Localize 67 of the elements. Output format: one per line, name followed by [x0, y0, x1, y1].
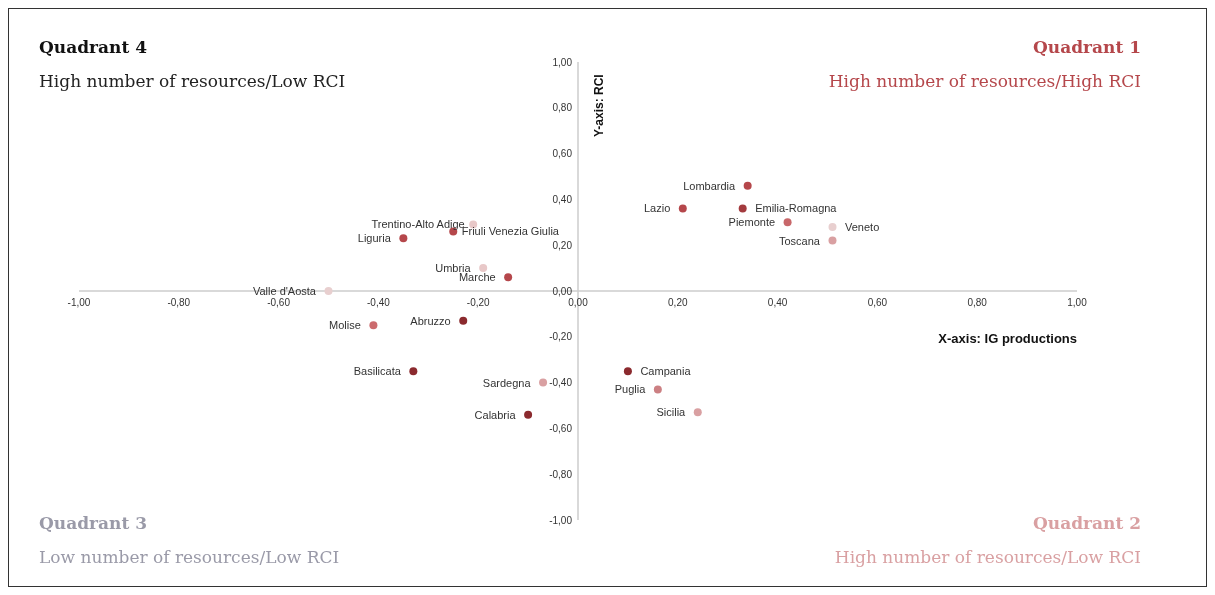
text: High number of resources/Low RCI [834, 547, 1141, 567]
x-tick-label: 0,80 [967, 297, 988, 309]
annotation: Quadrant 2 [1032, 513, 1141, 533]
series-label: Abruzzo [410, 314, 451, 327]
series-label: Liguria [357, 232, 392, 245]
series-label: Friuli Venezia Giulia [461, 225, 560, 238]
x-tick-label: -0,20 [466, 297, 491, 309]
y-tick-label: 0,00 [552, 285, 573, 297]
y-tick-label: -0,60 [549, 422, 573, 434]
point [479, 264, 488, 273]
y-tick-label: 0,80 [552, 102, 573, 114]
point [524, 410, 533, 419]
point [828, 236, 837, 245]
point [743, 181, 752, 190]
series-label: Molise [329, 319, 361, 332]
series-label: Campania [640, 365, 692, 378]
text: Quadrant 1 [1032, 37, 1141, 57]
x-tick-label: 0,60 [867, 297, 888, 309]
y-tick-label: 1,00 [552, 56, 573, 68]
series-label: Emilia-Romagna [755, 202, 838, 215]
point [693, 408, 702, 417]
point [399, 234, 408, 243]
x-tick-label: -0,60 [267, 297, 291, 309]
x-tick-label: -1,00 [67, 297, 91, 309]
annotation: High number of resources/High RCI [828, 71, 1141, 91]
point [653, 385, 662, 394]
y-tick-label: -0,40 [549, 377, 573, 389]
x-axis-title: X-axis: IG productions [938, 331, 1077, 346]
series-label: Piemonte [728, 216, 776, 229]
y-tick-label: -0,80 [549, 468, 573, 480]
point [369, 321, 378, 330]
point [828, 222, 837, 231]
series-label: Sardegna [482, 376, 532, 389]
series-label: Lombardia [683, 179, 737, 192]
series-label: Calabria [474, 408, 517, 421]
series-label: Puglia [614, 383, 647, 396]
x-tick-label: -0,40 [367, 297, 391, 309]
x-tick-label: 0,40 [767, 297, 788, 309]
point [409, 367, 418, 376]
series-label: Sicilia [656, 406, 687, 419]
y-axis-title: Y-axis: RCI [592, 74, 606, 137]
series-label: Toscana [778, 234, 821, 247]
x-tick-label: 0,20 [668, 297, 688, 309]
x-tick-label: 0,00 [568, 297, 589, 309]
series-label: Lazio [643, 202, 671, 215]
point [459, 316, 468, 325]
annotation: High number of resources/Low RCI [39, 71, 346, 91]
series-label: Veneto [845, 220, 880, 233]
y-tick-label: 0,40 [552, 193, 573, 205]
series-label: Valle d'Aosta [252, 284, 317, 297]
text: Quadrant 4 [39, 37, 148, 57]
point [324, 287, 333, 295]
x-tick-label: -0,80 [167, 297, 191, 309]
y-tick-label: -0,20 [549, 331, 573, 343]
series-label: Basilicata [353, 365, 402, 378]
annotation: Quadrant 3 [39, 513, 148, 533]
x-tick-label: 1,00 [1067, 297, 1088, 309]
point [539, 378, 548, 387]
point [623, 367, 632, 376]
point [783, 218, 792, 227]
y-tick-label: 0,20 [552, 239, 573, 251]
y-tick-label: 0,60 [552, 148, 573, 160]
point [678, 204, 687, 213]
text: Low number of resources/Low RCI [39, 547, 340, 567]
point [738, 204, 747, 213]
point [504, 273, 513, 282]
y-tick-label: -1,00 [549, 514, 573, 526]
